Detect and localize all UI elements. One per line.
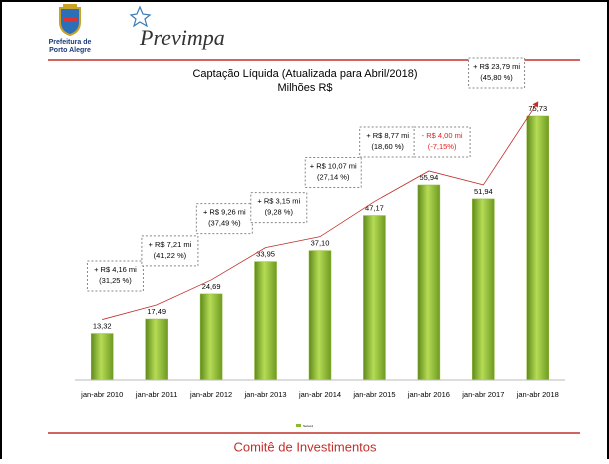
value-label: 47,17 — [365, 204, 384, 213]
value-label: 17,49 — [147, 307, 166, 316]
annotation-text: (9,28 %) — [265, 208, 294, 217]
annotation-box — [141, 235, 199, 267]
annotation-text: (18,60 %) — [371, 142, 404, 151]
annotation-box — [86, 260, 144, 292]
trend-line — [102, 101, 539, 320]
x-tick-label: jan-abr 2016 — [407, 390, 450, 399]
bar — [472, 198, 495, 381]
footer-text: Comitê de Investimentos — [233, 439, 377, 454]
brand: Previmpa — [139, 25, 225, 50]
x-tick-label: jan-abr 2018 — [516, 390, 559, 399]
x-tick-label: jan-abr 2012 — [189, 390, 232, 399]
logo — [59, 4, 81, 37]
value-label: 55,94 — [419, 173, 438, 182]
plot: 13,32 jan-abr 2010 17,49 jan-abr 2011 24,69 j… — [75, 57, 565, 428]
org-name: Porto Alegre — [49, 47, 91, 54]
annotation-text: + R$ 4,16 mi — [94, 265, 137, 274]
annotation-box — [250, 192, 308, 224]
brand-icon — [129, 5, 152, 28]
annotation-text: - R$ 4,00 mi — [422, 131, 463, 140]
annotation-text: + R$ 8,77 mi — [366, 131, 409, 140]
bar — [417, 184, 441, 381]
x-tick-label: jan-abr 2017 — [461, 390, 504, 399]
annotation-text: + R$ 10,07 mi — [310, 162, 357, 171]
bar — [199, 293, 223, 381]
annotation-text: (-7,15%) — [428, 142, 457, 151]
value-label: 24,69 — [202, 282, 221, 291]
value-label: 75,73 — [528, 104, 547, 113]
annotation-box — [304, 157, 362, 189]
annotation-box — [195, 203, 253, 235]
annotation-box — [468, 57, 526, 89]
bar — [90, 333, 114, 381]
x-tick-label: jan-abr 2010 — [80, 390, 123, 399]
annotation-text: (45,80 %) — [480, 73, 513, 82]
x-tick-label: jan-abr 2011 — [135, 390, 178, 399]
value-label: 33,95 — [256, 250, 275, 259]
annotation-text: + R$ 9,26 mi — [203, 208, 246, 217]
chart-title: Captação Líquida (Atualizada para Abril/… — [192, 68, 417, 80]
x-tick-label: jan-abr 2013 — [243, 390, 286, 399]
annotation-text: (27,14 %) — [317, 173, 350, 182]
annotation-box — [413, 126, 471, 158]
annotation-box — [359, 126, 417, 158]
annotation-text: (41,22 %) — [154, 251, 187, 260]
annotation-text: + R$ 3,15 mi — [257, 197, 300, 206]
annotation-text: (37,49 %) — [208, 219, 241, 228]
x-tick-label: jan-abr 2014 — [298, 390, 341, 399]
org-name: Prefeitura de — [49, 39, 92, 46]
bar — [526, 115, 550, 381]
annotation-text: + R$ 23,79 mi — [473, 62, 520, 71]
chart-subtitle: Milhões R$ — [277, 82, 332, 94]
legend-swatch — [296, 424, 301, 427]
annotation-text: + R$ 7,21 mi — [149, 240, 192, 249]
bar — [363, 215, 386, 381]
value-label: 37,10 — [311, 239, 330, 248]
legend-label: Series1 — [303, 424, 314, 428]
annotation-text: (31,25 %) — [99, 276, 132, 285]
value-label: 51,94 — [474, 187, 493, 196]
bar — [254, 261, 277, 381]
value-label: 13,32 — [93, 322, 112, 331]
bar — [308, 250, 332, 381]
x-tick-label: jan-abr 2015 — [352, 390, 395, 399]
bar — [145, 318, 168, 381]
